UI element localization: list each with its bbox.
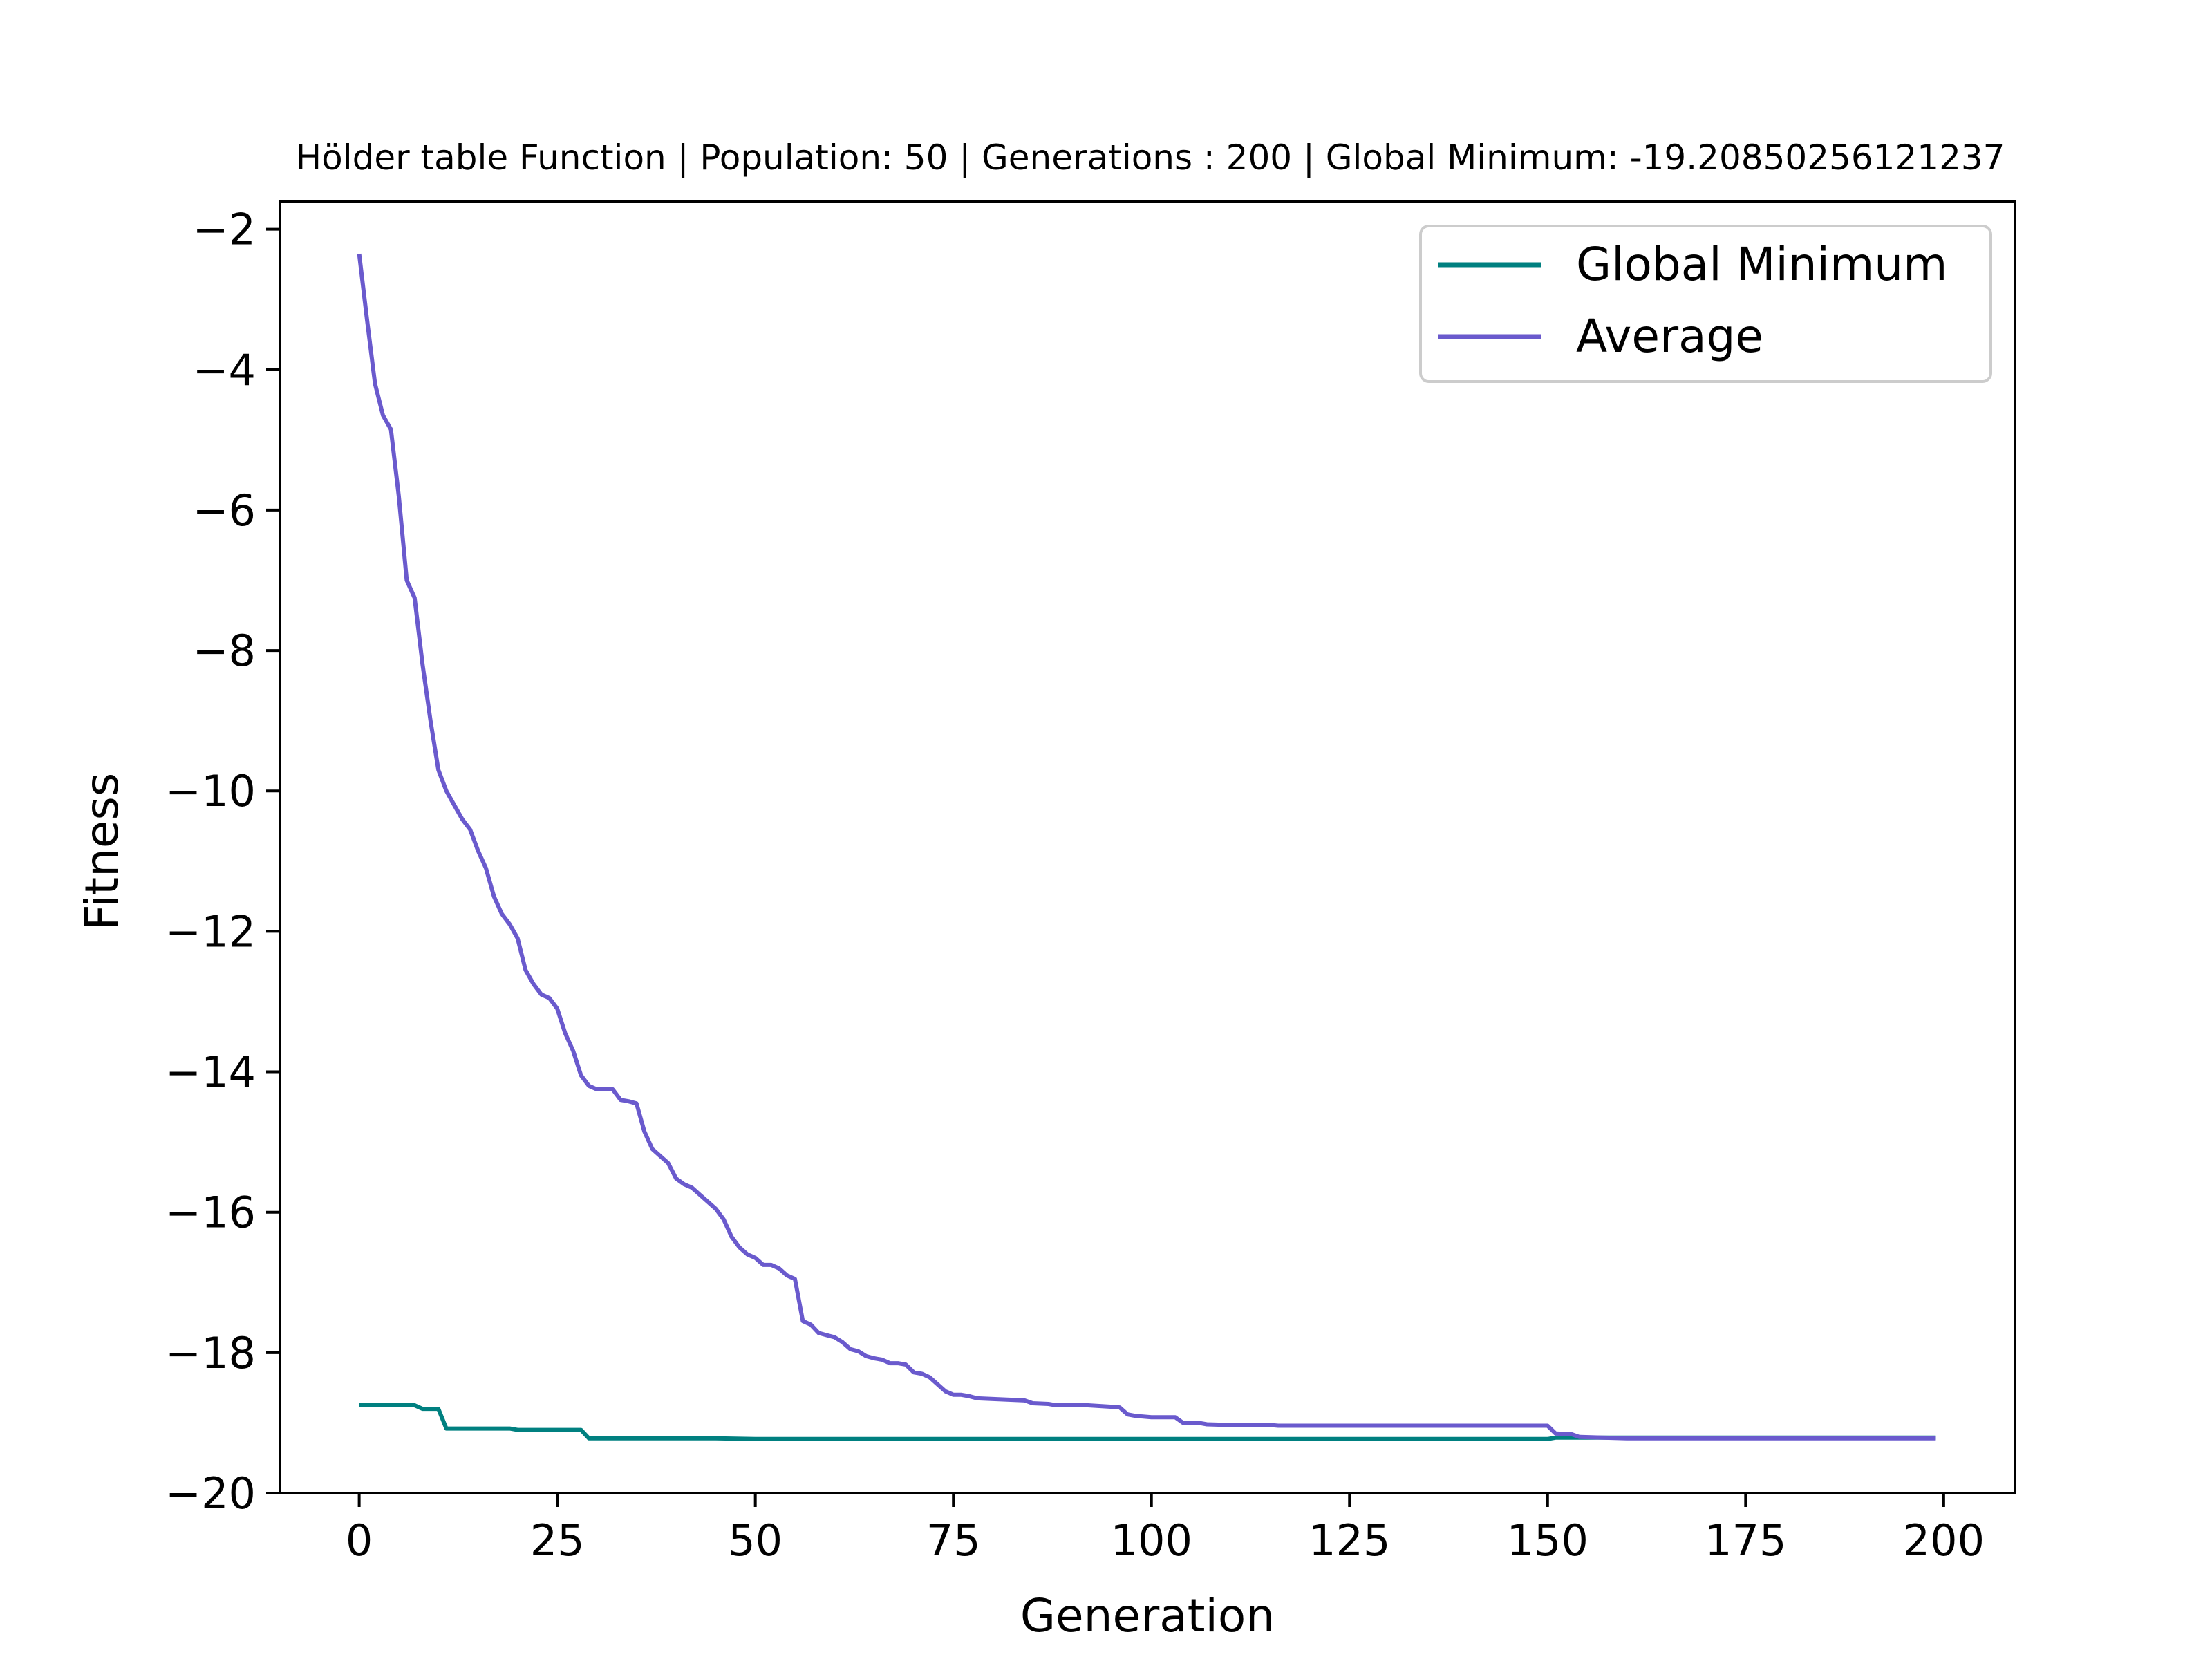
y-tick-label: −12 <box>165 906 256 957</box>
y-tick-label: −18 <box>165 1328 256 1378</box>
y-tick-label: −6 <box>193 485 256 536</box>
legend-label-global-minimum: Global Minimum <box>1576 238 1947 291</box>
x-tick-label: 150 <box>1507 1515 1588 1566</box>
chart-title: Hölder table Function | Population: 50 |… <box>296 138 2005 178</box>
legend: Global Minimum Average <box>1419 225 1992 383</box>
x-tick-label: 100 <box>1111 1515 1192 1566</box>
y-tick-label: −2 <box>193 205 256 255</box>
legend-box <box>1419 225 1992 383</box>
y-tick-label: −14 <box>165 1047 256 1098</box>
y-axis: −2 −4 −6 −8 −10 −12 −14 −16 −18 −20 <box>165 205 280 1519</box>
y-tick-label: −8 <box>193 626 256 676</box>
y-tick-label: −4 <box>193 345 256 395</box>
x-axis-label: Generation <box>1020 1589 1275 1642</box>
x-tick-label: 0 <box>346 1515 373 1566</box>
x-tick-label: 175 <box>1705 1515 1786 1566</box>
x-tick-label: 50 <box>728 1515 782 1566</box>
series-line-average <box>357 253 1936 1441</box>
y-tick-label: −16 <box>165 1188 256 1238</box>
x-axis: 0 25 50 75 100 125 150 175 200 <box>346 1493 1985 1566</box>
series-layer <box>357 253 1936 1441</box>
y-axis-label: Fitness <box>75 773 129 931</box>
y-tick-label: −10 <box>165 766 256 816</box>
x-tick-label: 25 <box>530 1515 585 1566</box>
plot-area <box>279 200 2016 1494</box>
x-tick-label: 125 <box>1309 1515 1390 1566</box>
legend-label-average: Average <box>1576 310 1763 363</box>
x-tick-label: 75 <box>926 1515 981 1566</box>
series-line-global-minimum <box>359 1403 1936 1441</box>
y-tick-label: −20 <box>165 1468 256 1519</box>
x-tick-label: 200 <box>1903 1515 1985 1566</box>
